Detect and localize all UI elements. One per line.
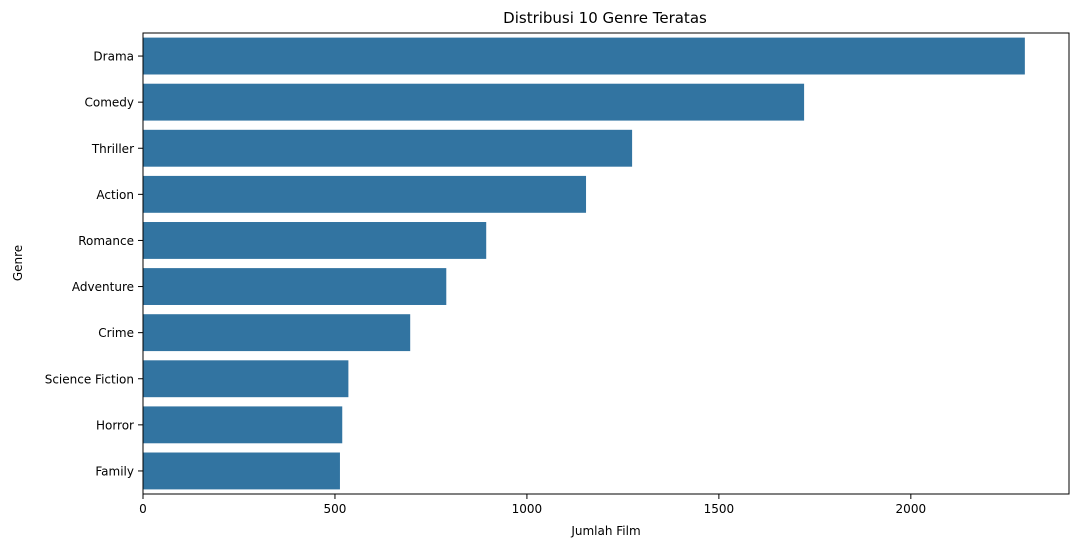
bar-thriller [143, 129, 633, 167]
x-tick-label: 1000 [512, 502, 543, 516]
x-tick-label: 0 [139, 502, 147, 516]
bars-layer [143, 37, 1025, 490]
x-tick-label: 1500 [704, 502, 735, 516]
y-tick-label: Adventure [72, 280, 134, 294]
y-tick-label: Horror [96, 418, 134, 432]
bar-science-fiction [143, 360, 349, 398]
y-tick-label: Action [96, 188, 134, 202]
bar-horror [143, 406, 343, 444]
bar-family [143, 452, 340, 490]
chart-title: Distribusi 10 Genre Teratas [503, 9, 707, 27]
y-tick-label: Drama [93, 50, 134, 64]
bar-adventure [143, 268, 447, 305]
bar-romance [143, 222, 487, 259]
y-axis-label: Genre [11, 245, 25, 281]
y-tick-label: Crime [98, 326, 134, 340]
y-tick-label: Romance [78, 234, 134, 248]
x-tick-label: 2000 [896, 502, 927, 516]
bar-action [143, 175, 587, 213]
axes-layer: Drama Comedy Thriller Action Romance Adventur… [45, 32, 1070, 516]
y-tick-label: Thriller [91, 142, 134, 156]
bar-comedy [143, 83, 805, 121]
y-tick-label: Science Fiction [45, 372, 134, 386]
bar-drama [143, 37, 1025, 75]
x-axis-label: Jumlah Film [570, 524, 640, 538]
x-tick-label: 500 [324, 502, 347, 516]
bar-crime [143, 314, 411, 352]
y-tick-label: Comedy [84, 96, 134, 110]
plot-frame [142, 32, 1070, 495]
y-tick-label: Family [95, 464, 134, 478]
